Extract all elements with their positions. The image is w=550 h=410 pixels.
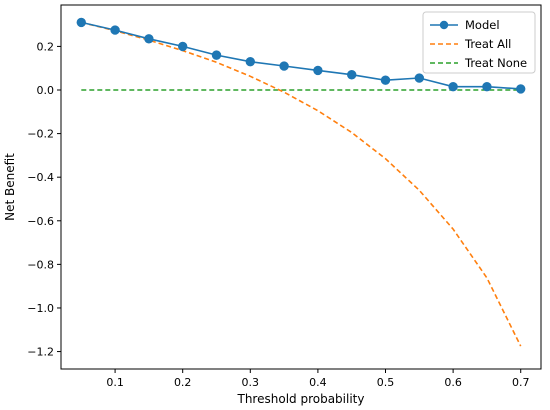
x-axis-label: Threshold probability — [237, 392, 365, 406]
y-tick-label: 0.2 — [37, 40, 55, 53]
legend-label-model: Model — [465, 18, 500, 32]
data-point-model — [516, 84, 526, 94]
data-point-model — [245, 56, 255, 67]
data-point-model — [347, 70, 357, 80]
x-tick-label: 0.1 — [106, 376, 124, 389]
data-point-model — [482, 82, 492, 92]
legend-label-treat-none: Treat None — [464, 56, 527, 70]
series-line-treat-all — [81, 21, 522, 347]
data-point-model — [211, 50, 222, 60]
x-tick-label: 0.7 — [512, 376, 530, 389]
x-tick-label: 0.6 — [444, 376, 462, 389]
y-tick-label: −0.8 — [27, 258, 54, 271]
legend-box — [422, 11, 536, 74]
data-point-model — [76, 17, 86, 28]
y-tick-label: 0.0 — [37, 84, 55, 97]
series-layer — [76, 17, 526, 347]
data-point-model — [414, 73, 425, 83]
y-tick-label: −1.0 — [27, 302, 54, 315]
y-axis-label: Net Benefit — [3, 153, 17, 221]
series-line-model — [81, 21, 521, 90]
x-tick-label: 0.4 — [309, 376, 327, 389]
y-tick-label: −0.2 — [27, 128, 54, 141]
y-tick-label: −1.2 — [27, 346, 54, 359]
data-point-model — [144, 34, 154, 44]
x-tick-label: 0.3 — [242, 376, 260, 389]
data-point-model — [177, 41, 188, 52]
y-tick-label: −0.4 — [27, 171, 54, 184]
data-point-model — [380, 75, 391, 85]
x-tick-label: 0.2 — [174, 376, 192, 389]
x-tick-label: 0.5 — [377, 376, 395, 389]
y-tick-label: −0.6 — [27, 215, 54, 228]
data-point-model — [448, 82, 458, 92]
data-point-model — [279, 61, 289, 71]
x-axis-ticks: 0.1 0.2 0.3 0.4 0.5 0.6 0.7 — [106, 369, 529, 389]
legend: Model Treat All Treat None — [422, 11, 536, 74]
legend-marker-model — [439, 20, 449, 30]
data-point-model — [313, 65, 323, 76]
legend-label-treat-all: Treat All — [464, 37, 511, 51]
y-axis-ticks: 0.2 0.0 −0.2 −0.4 −0.6 −0.8 −1.0 −1.2 — [27, 40, 61, 359]
data-point-model — [110, 25, 120, 35]
